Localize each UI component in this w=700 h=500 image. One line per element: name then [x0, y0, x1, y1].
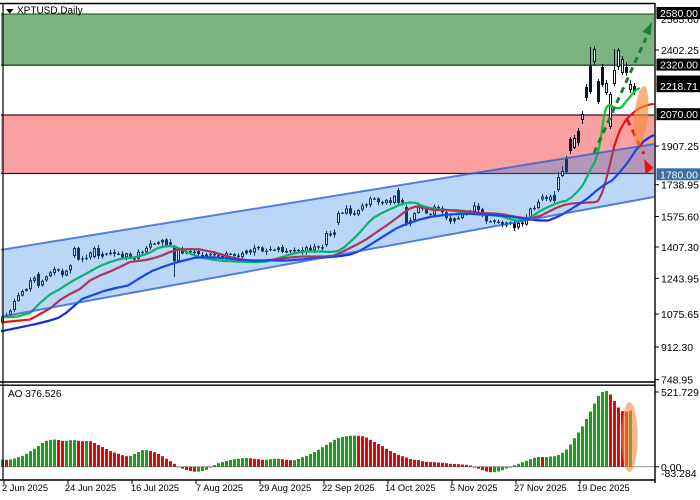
svg-text:0.00: 0.00 [661, 462, 682, 474]
svg-text:14 Oct 2025: 14 Oct 2025 [385, 483, 436, 493]
svg-text:19 Dec 2025: 19 Dec 2025 [577, 483, 630, 493]
svg-text:748.95: 748.95 [661, 375, 693, 387]
svg-text:AO 376.526: AO 376.526 [8, 389, 62, 400]
svg-text:1907.25: 1907.25 [661, 141, 699, 153]
svg-text:16 Jul 2025: 16 Jul 2025 [131, 483, 179, 493]
svg-text:29 Aug 2025: 29 Aug 2025 [259, 483, 311, 493]
svg-text:1780.00: 1780.00 [660, 169, 698, 181]
svg-text:24 Jun 2025: 24 Jun 2025 [65, 483, 116, 493]
svg-text:27 Nov 2025: 27 Nov 2025 [514, 483, 567, 493]
svg-text:2320.00: 2320.00 [660, 60, 698, 72]
svg-text:22 Sep 2025: 22 Sep 2025 [322, 483, 375, 493]
svg-text:912.30: 912.30 [661, 342, 693, 354]
svg-text:2402.25: 2402.25 [661, 45, 699, 57]
svg-text:1407.30: 1407.30 [661, 242, 699, 254]
svg-text:1575.60: 1575.60 [661, 212, 699, 224]
svg-text:2 Jun 2025: 2 Jun 2025 [2, 483, 48, 493]
svg-text:7 Aug 2025: 7 Aug 2025 [196, 483, 243, 493]
svg-text:2580.00: 2580.00 [660, 8, 698, 20]
svg-text:XPTUSD,Daily: XPTUSD,Daily [17, 6, 83, 17]
svg-text:1075.65: 1075.65 [661, 309, 699, 321]
svg-text:1243.95: 1243.95 [661, 273, 699, 285]
svg-text:2218.71: 2218.71 [660, 81, 698, 93]
svg-text:1738.95: 1738.95 [661, 180, 699, 192]
svg-text:521.729: 521.729 [661, 387, 699, 399]
svg-text:-83.284: -83.284 [661, 468, 697, 480]
svg-text:2070.00: 2070.00 [660, 109, 698, 121]
svg-text:5 Nov 2025: 5 Nov 2025 [450, 483, 498, 493]
